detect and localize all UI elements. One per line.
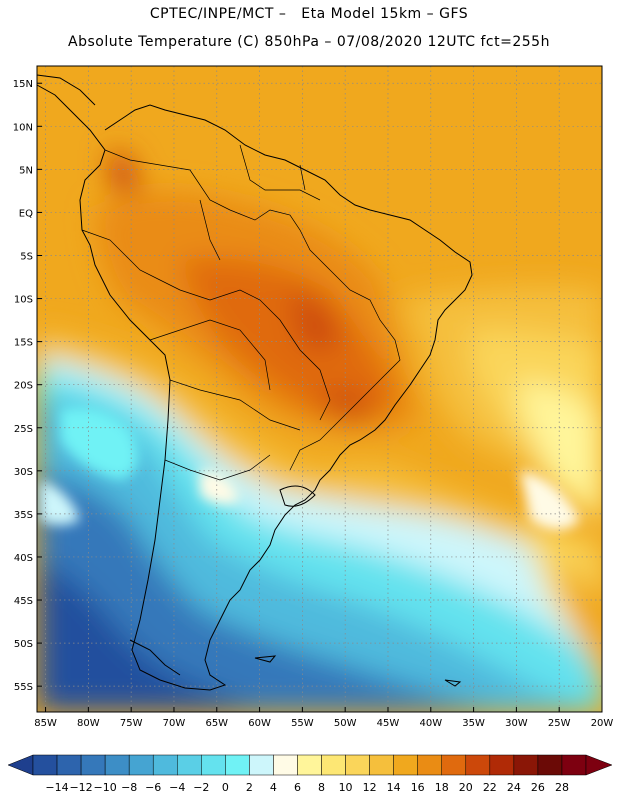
lat-tick-label: 5S — [20, 251, 33, 262]
lon-tick-label: 30W — [505, 718, 528, 729]
colorbar-label: 12 — [363, 781, 377, 794]
colorbar-label: −2 — [193, 781, 209, 794]
colorbar-swatch — [273, 754, 298, 776]
colorbar-label: −14 — [45, 781, 68, 794]
colorbar-swatch — [80, 754, 106, 776]
lon-tick-label: 85W — [34, 718, 57, 729]
lat-tick-label: 50S — [14, 639, 33, 650]
longitude-axis: 85W 80W 75W 70W 65W 60W 55W 50W 45W 40W 35W 30W 25W 2… — [34, 707, 613, 729]
colorbar-arrow-low — [7, 754, 34, 776]
colorbar-swatch — [537, 754, 563, 776]
colorbar-swatch — [104, 754, 130, 776]
lat-tick-label: 35S — [14, 510, 33, 521]
colorbar-swatch — [513, 754, 539, 776]
colorbar-label: 16 — [411, 781, 425, 794]
colorbar-label: 4 — [270, 781, 277, 794]
lon-tick-label: 20W — [591, 718, 614, 729]
colorbar-swatch — [297, 754, 322, 776]
lat-tick-label: 15S — [14, 338, 33, 349]
colorbar-swatch — [417, 754, 442, 776]
colorbar-swatch — [177, 754, 202, 776]
lon-tick-label: 40W — [419, 718, 442, 729]
lat-tick-label: 15N — [13, 79, 33, 90]
colorbar-label: 2 — [246, 781, 253, 794]
temperature-map: 15N 10N 5N EQ 5S 10S 15S 20S 25S 30S 35S 40S 45S 50S 5… — [13, 65, 613, 729]
lon-tick-label: 25W — [548, 718, 571, 729]
colorbar-swatch — [201, 754, 226, 776]
colorbar-label: 18 — [435, 781, 449, 794]
colorbar-swatch — [465, 754, 491, 776]
lat-tick-label: 5N — [19, 165, 33, 176]
country-borders — [81, 144, 401, 481]
lon-tick-label: 60W — [248, 718, 271, 729]
colorbar-arrow-high — [585, 754, 613, 776]
colorbar-label: 26 — [531, 781, 545, 794]
coastlines — [36, 74, 473, 691]
lat-tick-label: 40S — [14, 553, 33, 564]
lat-tick-label: 30S — [14, 467, 33, 478]
colorbar-swatch — [249, 754, 274, 776]
lat-tick-label: 10N — [13, 122, 33, 133]
colorbar-swatch — [369, 754, 394, 776]
colorbar-swatch — [441, 754, 467, 776]
lat-tick-label: EQ — [19, 208, 33, 219]
title-line-2: Absolute Temperature (C) 850hPa – 07/08/… — [68, 34, 550, 50]
colorbar-swatch — [152, 754, 178, 776]
lat-tick-label: 20S — [14, 381, 33, 392]
title-line-1: CPTEC/INPE/MCT – Eta Model 15km – GFS — [149, 6, 469, 22]
colorbar-swatch — [561, 754, 587, 776]
colorbar-labels: −14 −12 −10 −8 −6 −4 −2 0 2 4 6 8 10 12 14 16 18 20 22 24 26… — [45, 781, 569, 794]
colorbar-label: 24 — [507, 781, 521, 794]
lon-tick-label: 35W — [462, 718, 485, 729]
lon-tick-label: 50W — [334, 718, 357, 729]
temperature-field — [37, 66, 602, 712]
colorbar-label: 20 — [459, 781, 473, 794]
colorbar-swatch — [56, 754, 82, 776]
lon-tick-label: 75W — [120, 718, 143, 729]
colorbar: −14 −12 −10 −8 −6 −4 −2 0 2 4 6 8 10 12 14 16 18 20 22 24 26… — [7, 754, 613, 794]
colorbar-label: −6 — [145, 781, 161, 794]
lon-tick-label: 80W — [77, 718, 100, 729]
lat-tick-label: 10S — [14, 295, 33, 306]
colorbar-label: −4 — [169, 781, 185, 794]
colorbar-swatch — [225, 754, 250, 776]
lat-tick-label: 55S — [14, 682, 33, 693]
colorbar-label: 14 — [387, 781, 401, 794]
latitude-axis: 15N 10N 5N EQ 5S 10S 15S 20S 25S 30S 35S 40S 45S 50S 5… — [13, 79, 42, 693]
colorbar-swatch — [393, 754, 418, 776]
colorbar-label: 22 — [483, 781, 497, 794]
lon-tick-label: 65W — [205, 718, 228, 729]
colorbar-label: 28 — [555, 781, 569, 794]
lon-tick-label: 55W — [291, 718, 314, 729]
lon-tick-label: 45W — [377, 718, 400, 729]
colorbar-swatches — [7, 754, 613, 776]
lat-tick-label: 45S — [14, 596, 33, 607]
colorbar-label: −10 — [94, 781, 117, 794]
colorbar-label: −12 — [69, 781, 92, 794]
colorbar-swatch — [128, 754, 154, 776]
colorbar-swatch — [321, 754, 346, 776]
colorbar-label: −8 — [121, 781, 137, 794]
colorbar-label: 8 — [318, 781, 325, 794]
colorbar-swatch — [345, 754, 370, 776]
colorbar-label: 6 — [294, 781, 301, 794]
lat-tick-label: 25S — [14, 424, 33, 435]
lon-tick-label: 70W — [163, 718, 186, 729]
colorbar-swatch — [489, 754, 515, 776]
map-frame — [36, 65, 603, 713]
colorbar-label: 0 — [222, 781, 229, 794]
colorbar-swatch — [32, 754, 58, 776]
colorbar-label: 10 — [339, 781, 353, 794]
